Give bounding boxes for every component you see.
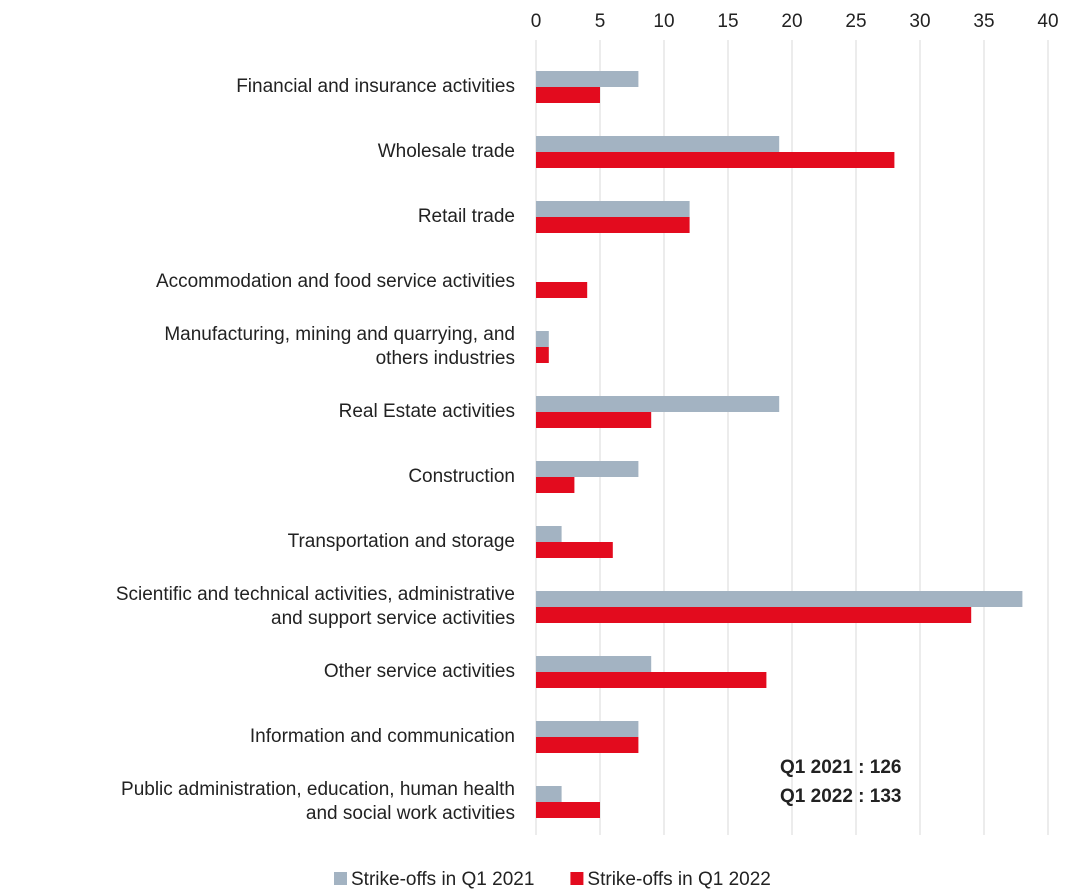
bar <box>536 672 767 688</box>
x-tick-label: 20 <box>781 11 802 32</box>
bar <box>536 802 600 818</box>
bar <box>536 71 639 87</box>
category-label: Real Estate activities <box>338 401 515 422</box>
bar <box>536 396 780 412</box>
bar <box>536 526 562 542</box>
bar <box>536 87 600 103</box>
bar <box>536 217 690 233</box>
bar <box>536 331 549 347</box>
bar <box>536 282 588 298</box>
bar <box>536 477 575 493</box>
x-tick-label: 40 <box>1037 11 1058 32</box>
bar <box>536 136 780 152</box>
x-tick-label: 35 <box>973 11 994 32</box>
category-label: Construction <box>408 466 515 487</box>
legend-label: Strike-offs in Q1 2022 <box>587 869 770 890</box>
category-label: Manufacturing, mining and quarrying, and… <box>164 324 515 369</box>
x-tick-label: 0 <box>531 11 542 32</box>
annotation: Q1 2021 : 126 <box>780 757 901 778</box>
annotation: Q1 2022 : 133 <box>780 786 901 807</box>
bar <box>536 542 613 558</box>
category-label: Information and communication <box>249 726 515 747</box>
category-label: Wholesale trade <box>377 141 515 162</box>
legend-swatch <box>570 872 584 885</box>
category-label: Retail trade <box>417 206 515 227</box>
legend-swatch <box>334 872 347 885</box>
bar <box>536 152 895 168</box>
bar <box>536 412 652 428</box>
x-tick-label: 15 <box>717 11 738 32</box>
bar <box>536 201 690 217</box>
category-label: Transportation and storage <box>287 531 515 552</box>
bar <box>536 721 639 737</box>
category-label: Financial and insurance activities <box>236 76 515 97</box>
bar <box>536 607 972 623</box>
x-tick-label: 5 <box>595 11 606 32</box>
category-label: Other service activities <box>323 661 515 682</box>
legend-label: Strike-offs in Q1 2021 <box>351 869 534 890</box>
bar <box>536 461 639 477</box>
category-label: Scientific and technical activities, adm… <box>115 584 515 629</box>
x-tick-label: 25 <box>845 11 866 32</box>
category-label: Accommodation and food service activitie… <box>155 271 515 292</box>
x-tick-label: 30 <box>909 11 930 32</box>
category-label: Public administration, education, human … <box>121 779 515 824</box>
bar <box>536 786 562 802</box>
bar <box>536 737 639 753</box>
x-tick-label: 10 <box>653 11 674 32</box>
bar <box>536 656 652 672</box>
bar <box>536 347 549 363</box>
bar <box>536 591 1023 607</box>
